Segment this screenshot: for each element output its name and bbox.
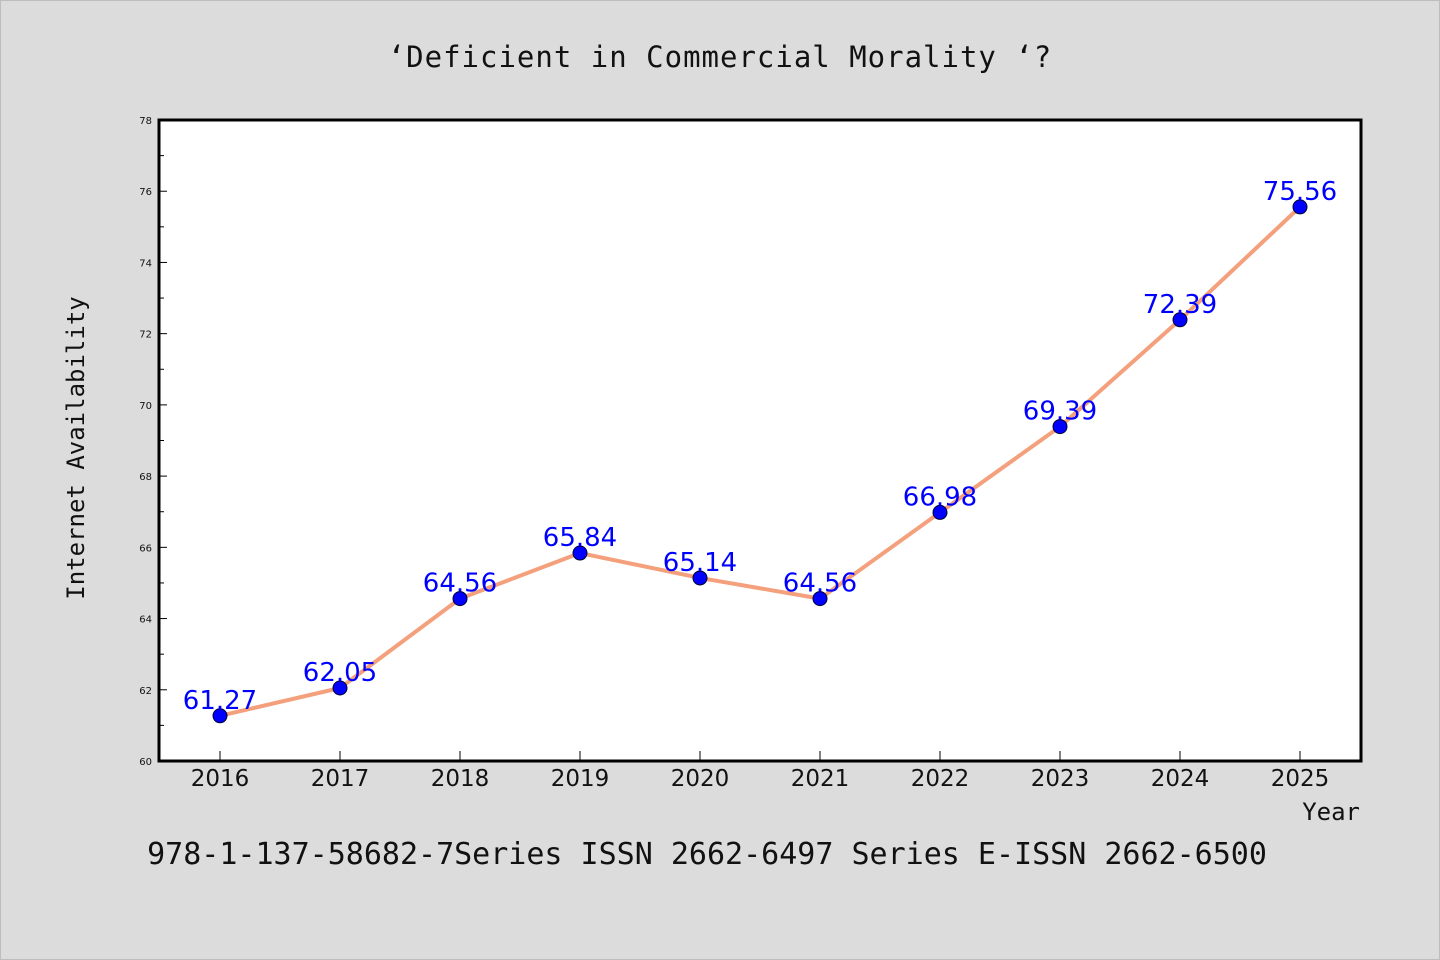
- x-tick-label: 2018: [431, 766, 490, 792]
- data-labels-group: 61.27 62.05 64.56 65.84 65.14 64.56 66.98 69.39…: [183, 177, 1337, 716]
- data-label: 72.39: [1143, 290, 1217, 320]
- data-label: 64.56: [783, 569, 857, 599]
- x-tick-label: 2016: [191, 766, 250, 792]
- y-tick-label: 68: [139, 472, 152, 483]
- x-tick-label: 2020: [671, 766, 730, 792]
- x-tick-label: 2024: [1151, 766, 1210, 792]
- data-point: [212, 708, 228, 724]
- data-point: [1052, 419, 1068, 435]
- x-tick-label: 2022: [911, 766, 970, 792]
- data-point: [932, 504, 948, 520]
- y-axis: 60 62 64 66 68 70 72 74 76 78: [139, 116, 167, 768]
- data-label: 65.14: [663, 548, 737, 578]
- data-point: [812, 591, 828, 607]
- y-tick-label: 78: [139, 116, 152, 127]
- y-tick-label: 60: [139, 757, 152, 768]
- y-axis-label: Internet Availability: [62, 296, 90, 599]
- data-point: [692, 570, 708, 586]
- series-line: [218, 204, 1302, 718]
- data-label: 61.27: [183, 686, 257, 716]
- plot-area: [157, 118, 1363, 763]
- x-tick-label: 2019: [551, 766, 610, 792]
- y-tick-label: 70: [139, 401, 152, 412]
- y-tick-label: 76: [139, 187, 152, 198]
- data-point: [452, 591, 468, 607]
- data-point: [1172, 312, 1188, 328]
- data-point: [332, 680, 348, 696]
- data-point: [1292, 199, 1308, 215]
- data-label: 62.05: [303, 658, 377, 688]
- x-tick-label: 2023: [1031, 766, 1090, 792]
- chart-title: ‘Deficient in Commercial Morality ‘?: [388, 40, 1053, 74]
- series-line-group: [218, 204, 1302, 718]
- markers-group: [212, 199, 1308, 724]
- data-label: 64.56: [423, 569, 497, 599]
- x-axis-label: Year: [1302, 798, 1360, 826]
- data-label: 75.56: [1263, 177, 1337, 207]
- y-tick-label: 62: [139, 686, 152, 697]
- y-tick-label: 74: [139, 258, 152, 269]
- data-label: 65.84: [543, 523, 617, 553]
- x-tick-label: 2021: [791, 766, 850, 792]
- footer-text: 978-1-137-58682-7Series ISSN 2662-6497 S…: [147, 837, 1267, 872]
- data-label: 66.98: [903, 482, 977, 512]
- x-tick-label: 2025: [1271, 766, 1330, 792]
- y-tick-label: 66: [139, 543, 152, 554]
- data-point: [572, 545, 588, 561]
- x-tick-label: 2017: [311, 766, 370, 792]
- x-axis: 2016 2017 2018 2019 2020 2021 2022 2023 2024 2025: [191, 751, 1330, 792]
- y-tick-label: 64: [139, 615, 152, 626]
- y-tick-label: 72: [139, 330, 152, 341]
- data-label: 69.39: [1023, 397, 1097, 427]
